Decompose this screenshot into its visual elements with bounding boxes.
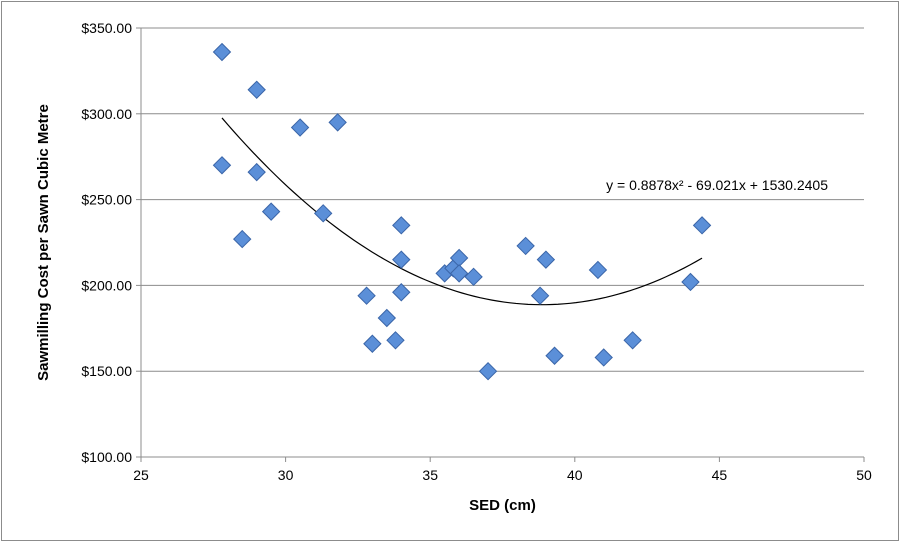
data-point [212, 156, 232, 175]
data-point [545, 346, 564, 365]
data-point [594, 348, 613, 367]
x-tick-label: 25 [133, 467, 149, 483]
trendline [221, 117, 703, 306]
data-point [392, 250, 411, 269]
data-point [516, 236, 535, 256]
x-tick-label: 30 [278, 467, 294, 483]
data-point [363, 334, 382, 353]
data-point [247, 80, 266, 99]
data-point [478, 361, 498, 381]
data-point [392, 216, 411, 235]
y-tick-label: $350.00 [81, 20, 132, 36]
data-point [464, 267, 483, 287]
data-point [588, 260, 608, 280]
y-tick-label: $300.00 [81, 106, 132, 122]
data-point [357, 286, 376, 305]
x-tick-label: 50 [856, 467, 872, 483]
data-point [377, 308, 397, 328]
data-point [328, 113, 347, 132]
x-tick-label: 40 [567, 467, 583, 483]
y-axis-title: Sawmilling Cost per Sawn Cubic Metre [35, 104, 52, 381]
y-tick-label: $250.00 [81, 192, 132, 208]
data-points [212, 42, 712, 381]
data-point [692, 216, 712, 235]
axes [140, 28, 865, 462]
data-point [290, 118, 310, 137]
data-point [623, 331, 642, 350]
data-point [392, 283, 411, 302]
y-tick-label: $200.00 [81, 277, 132, 293]
y-tick-label: $150.00 [81, 363, 132, 379]
y-tick-labels: $100.00 $150.00 $200.00 $250.00 $300.00 $350.… [81, 20, 132, 465]
data-point [233, 229, 252, 249]
data-point [681, 272, 700, 292]
x-axis-title: SED (cm) [469, 497, 536, 514]
x-tick-label: 35 [422, 467, 438, 483]
trendline-equation: y = 0.8878x² - 69.021x + 1530.2405 [606, 177, 828, 193]
data-point [212, 42, 232, 62]
x-tick-label: 45 [712, 467, 728, 483]
data-point [261, 202, 281, 221]
x-tick-labels: 25 30 35 40 45 50 [133, 467, 872, 483]
data-point [247, 162, 266, 182]
data-point [449, 264, 469, 283]
y-tick-label: $100.00 [81, 449, 132, 465]
data-point [313, 204, 333, 223]
gridlines [136, 27, 864, 458]
data-point [386, 331, 405, 350]
data-point [536, 250, 556, 269]
data-point [530, 286, 550, 305]
